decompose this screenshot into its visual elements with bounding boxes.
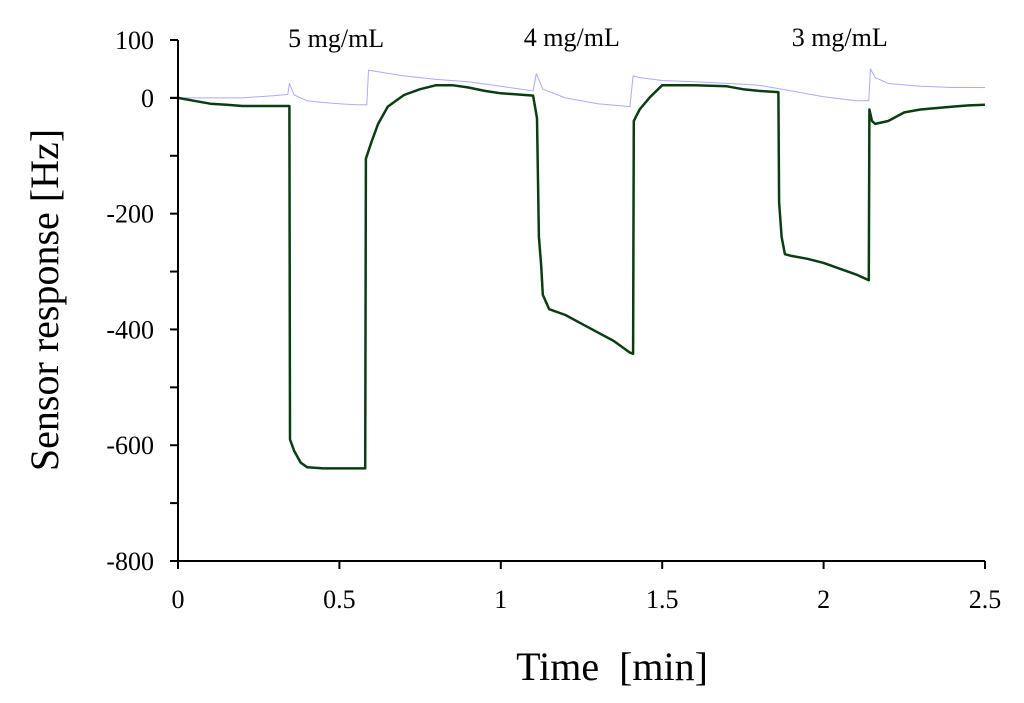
x-tick-label: 1.5 bbox=[646, 585, 679, 614]
x-tick-label: 0 bbox=[172, 585, 185, 614]
series-line-2 bbox=[178, 68, 985, 108]
x-tick-label: 2.5 bbox=[969, 585, 1002, 614]
axes: 100 0 -200 -400 -600 -800 0 0.5 1 1.5 2 2.5 bbox=[106, 26, 1001, 614]
y-tick-label: -800 bbox=[106, 547, 154, 576]
x-tick-label: 0.5 bbox=[323, 585, 356, 614]
y-axis-title: Sensor response [Hz] bbox=[22, 129, 67, 471]
y-tick-label: -600 bbox=[106, 431, 154, 460]
annotations: 5 mg/mL 4 mg/mL 3 mg/mL bbox=[288, 23, 888, 53]
x-tick-label: 2 bbox=[817, 585, 830, 614]
plot-series bbox=[177, 68, 986, 470]
y-tick-label: 0 bbox=[141, 84, 154, 113]
x-axis-title: Time [min] bbox=[516, 644, 708, 689]
series-line-1 bbox=[177, 83, 986, 470]
y-tick-label: -400 bbox=[106, 315, 154, 344]
concentration-label: 4 mg/mL bbox=[524, 23, 620, 52]
y-tick-label: 100 bbox=[115, 26, 154, 55]
x-tick-label: 1 bbox=[494, 585, 507, 614]
concentration-label: 3 mg/mL bbox=[792, 23, 888, 52]
y-tick-label: -200 bbox=[106, 200, 154, 229]
concentration-label: 5 mg/mL bbox=[288, 24, 384, 53]
